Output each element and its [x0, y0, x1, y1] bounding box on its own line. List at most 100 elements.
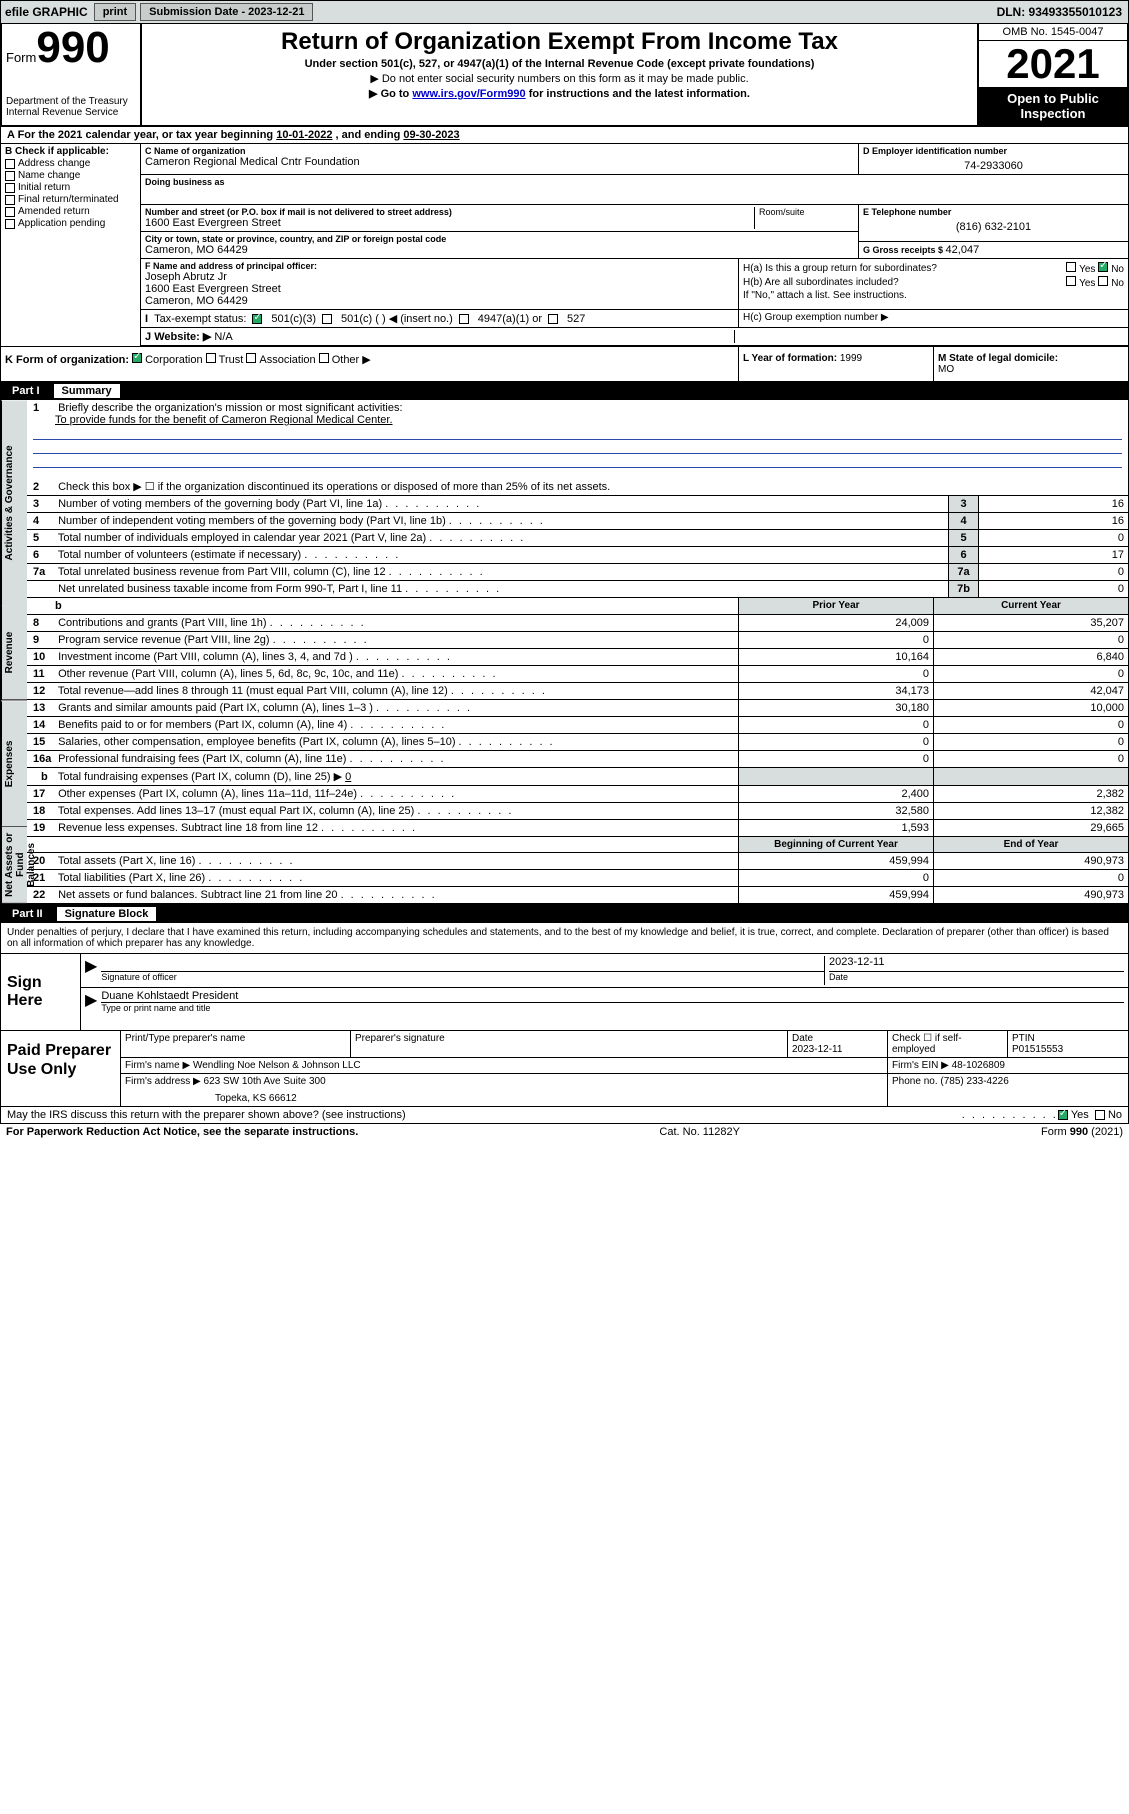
mission-block: 1 Briefly describe the organization's mi…	[27, 400, 1128, 496]
prep-sig-cell: Preparer's signature	[351, 1031, 788, 1057]
omb-number: OMB No. 1545-0047	[979, 24, 1127, 41]
checkbox-icon[interactable]	[1095, 1110, 1105, 1120]
current-value: 0	[933, 632, 1128, 648]
row-text-cell: 16a Professional fundraising fees (Part …	[27, 751, 738, 767]
current-value: 42,047	[933, 683, 1128, 699]
check-initial-return[interactable]: Initial return	[5, 182, 136, 193]
checkbox-icon[interactable]	[1066, 262, 1076, 272]
sig-date-col: 2023-12-11 Date	[824, 956, 1124, 985]
prior-value: 34,173	[738, 683, 933, 699]
name-row: C Name of organization Cameron Regional …	[141, 144, 1128, 175]
row-text: Total number of individuals employed in …	[58, 532, 426, 544]
end-year-header: End of Year	[933, 837, 1128, 852]
row-text-cell: Net unrelated business taxable income fr…	[27, 581, 948, 597]
checkbox-icon[interactable]	[548, 314, 558, 324]
summary-row: 4 Number of independent voting members o…	[27, 513, 1128, 530]
street-cell: Number and street (or P.O. box if mail i…	[145, 207, 754, 229]
checkbox-checked-icon[interactable]	[252, 314, 262, 324]
firm-name: Wendling Noe Nelson & Johnson LLC	[193, 1060, 361, 1071]
row-num: 19	[33, 822, 55, 834]
s501c3: 501(c)(3)	[271, 313, 316, 325]
current-value: 29,665	[933, 820, 1128, 836]
irs-link[interactable]: www.irs.gov/Form990	[412, 88, 525, 100]
ptin-value: P01515553	[1012, 1044, 1124, 1055]
prep-date: 2023-12-11	[792, 1044, 883, 1055]
check-name-change[interactable]: Name change	[5, 170, 136, 181]
efile-label: efile GRAPHIC	[1, 5, 92, 19]
data-row: 11 Other revenue (Part VIII, column (A),…	[27, 666, 1128, 683]
checkbox-checked-icon[interactable]	[1058, 1110, 1068, 1120]
row-value: 0	[978, 564, 1128, 580]
check-if-label: Check ☐ if self-employed	[892, 1033, 1003, 1055]
m-cell: M State of legal domicile: MO	[933, 347, 1128, 381]
row-num: 11	[33, 668, 55, 680]
check-final-return[interactable]: Final return/terminated	[5, 194, 136, 205]
row-num: 9	[33, 634, 55, 646]
check-pending[interactable]: Application pending	[5, 218, 136, 229]
open-public-label: Open to Public Inspection	[979, 87, 1127, 125]
current-value: 0	[933, 870, 1128, 886]
checkbox-icon[interactable]	[1098, 276, 1108, 286]
data-row: 8 Contributions and grants (Part VIII, l…	[27, 615, 1128, 632]
prior-value: 1,593	[738, 820, 933, 836]
checkbox-icon[interactable]	[319, 353, 329, 363]
checkbox-checked-icon[interactable]	[132, 353, 142, 363]
form-title: Return of Organization Exempt From Incom…	[148, 28, 971, 56]
dln-label: DLN: 93493355010123	[997, 5, 1128, 19]
part2-title: Signature Block	[57, 907, 157, 921]
begin-year-header: Beginning of Current Year	[738, 837, 933, 852]
checkbox-icon[interactable]	[322, 314, 332, 324]
k-trust: Trust	[219, 354, 244, 366]
officer-name: Joseph Abrutz Jr	[145, 271, 734, 283]
row-text-cell: 14 Benefits paid to or for members (Part…	[27, 717, 738, 733]
row-text: Other revenue (Part VIII, column (A), li…	[58, 668, 398, 680]
check-amended[interactable]: Amended return	[5, 206, 136, 217]
row-text-cell: 21 Total liabilities (Part X, line 26)	[27, 870, 738, 886]
row-text-cell: 22 Net assets or fund balances. Subtract…	[27, 887, 738, 903]
j-label: J	[145, 331, 151, 343]
data-row: 12 Total revenue—add lines 8 through 11 …	[27, 683, 1128, 700]
row-num: 10	[33, 651, 55, 663]
form-id-box: Form 990 Department of the Treasury Inte…	[2, 24, 142, 125]
checkbox-icon[interactable]	[459, 314, 469, 324]
street-row: Number and street (or P.O. box if mail i…	[141, 205, 858, 232]
form-note-1: ▶ Do not enter social security numbers o…	[148, 72, 971, 85]
net-rows: 20 Total assets (Part X, line 16) 459,99…	[27, 853, 1128, 904]
checkbox-icon	[5, 207, 15, 217]
checkbox-checked-icon[interactable]	[1098, 262, 1108, 272]
website-right	[734, 330, 1124, 343]
d-label: D Employer identification number	[863, 146, 1124, 156]
checkbox-icon	[5, 195, 15, 205]
no-label: No	[1111, 264, 1124, 275]
prior-value: 0	[738, 632, 933, 648]
part1-header: Part I Summary	[0, 382, 1129, 400]
print-button[interactable]: print	[94, 3, 136, 21]
summary-row: 5 Total number of individuals employed i…	[27, 530, 1128, 547]
checkbox-icon[interactable]	[206, 353, 216, 363]
row-num: 12	[33, 685, 55, 697]
officer-sig-field: Signature of officer	[101, 956, 824, 985]
discuss-text: May the IRS discuss this return with the…	[7, 1109, 962, 1121]
row-text-cell: 19 Revenue less expenses. Subtract line …	[27, 820, 738, 836]
dots	[962, 1109, 1058, 1121]
row-text: Number of independent voting members of …	[58, 515, 446, 527]
k-label: K Form of organization:	[5, 354, 129, 366]
part2-header: Part II Signature Block	[0, 905, 1129, 923]
footer-right: Form 990 (2021)	[1041, 1126, 1123, 1138]
section-b-container: B Check if applicable: Address change Na…	[0, 144, 1129, 347]
checkbox-icon[interactable]	[1066, 276, 1076, 286]
checkbox-icon[interactable]	[246, 353, 256, 363]
row-text-cell: 12 Total revenue—add lines 8 through 11 …	[27, 683, 738, 699]
row-text: Number of voting members of the governin…	[58, 498, 382, 510]
yes-label: Yes	[1071, 1109, 1089, 1121]
prior-value: 24,009	[738, 615, 933, 631]
firm-name-label: Firm's name ▶	[125, 1060, 190, 1071]
vertical-tabs: Activities & Governance Revenue Expenses…	[1, 400, 27, 904]
dba-row: Doing business as	[141, 175, 1128, 205]
summary-row: 3 Number of voting members of the govern…	[27, 496, 1128, 513]
prior-current-header: b Prior Year Current Year	[27, 598, 1128, 615]
row-text: Total liabilities (Part X, line 26)	[58, 872, 205, 884]
row-text-cell: 15 Salaries, other compensation, employe…	[27, 734, 738, 750]
check-address-change[interactable]: Address change	[5, 158, 136, 169]
begin-end-spacer	[27, 837, 738, 852]
